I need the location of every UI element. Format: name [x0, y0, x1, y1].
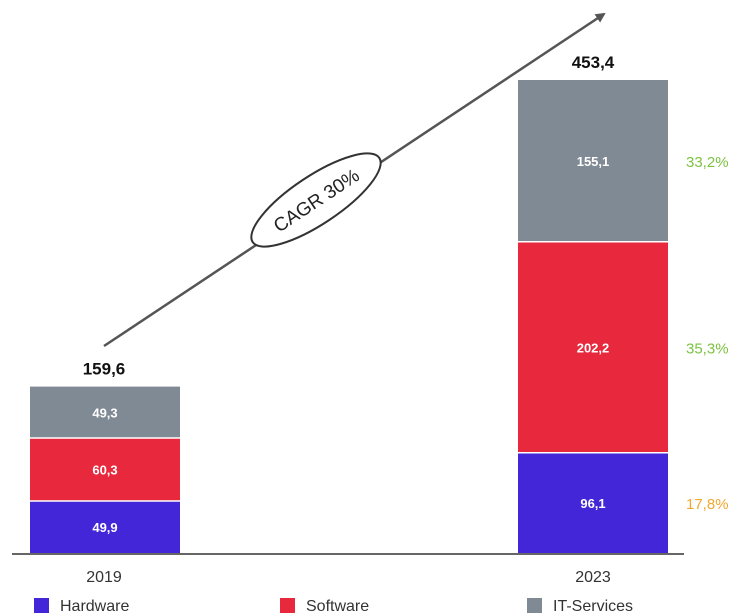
total-label-2023: 453,4: [572, 53, 615, 72]
share-label-hardware: 17,8%: [686, 496, 729, 513]
data-label-hardware-2019: 49,9: [92, 520, 117, 535]
legend-swatch-software: [280, 598, 295, 613]
bar-segment-software-2023: [518, 241, 668, 453]
legend-label-software: Software: [306, 598, 369, 613]
bar-segment-it-services-2019: [30, 386, 180, 439]
shares-group: 17,8% 35,3% 33,2%: [686, 154, 729, 513]
legend-label-it-services: IT-Services: [553, 598, 633, 613]
bar-segment-hardware-2019: [30, 500, 180, 553]
legend-swatch-hardware: [34, 598, 49, 613]
bar-segment-hardware-2023: [518, 452, 668, 553]
bar-segment-it-services-2023: [518, 80, 668, 242]
legend-label-hardware: Hardware: [60, 598, 129, 613]
share-label-it-services: 33,2%: [686, 154, 729, 171]
category-label-2023: 2023: [575, 569, 611, 586]
data-label-hardware-2023: 96,1: [580, 496, 605, 511]
bars-group: 49,9 60,3 49,3 96,1 202,2 155,1: [30, 80, 668, 553]
total-label-2019: 159,6: [83, 360, 126, 379]
data-label-it-services-2019: 49,3: [92, 405, 117, 420]
data-label-software-2019: 60,3: [92, 462, 117, 477]
legend-swatch-it-services: [527, 598, 542, 613]
cagr-badge: CAGR 30%: [250, 152, 382, 248]
share-label-software: 35,3%: [686, 340, 729, 357]
data-label-software-2023: 202,2: [577, 340, 610, 355]
category-label-2019: 2019: [86, 569, 122, 586]
bar-segment-software-2019: [30, 438, 180, 501]
legend: Hardware Software IT-Services: [34, 598, 633, 613]
data-label-it-services-2023: 155,1: [577, 154, 610, 169]
